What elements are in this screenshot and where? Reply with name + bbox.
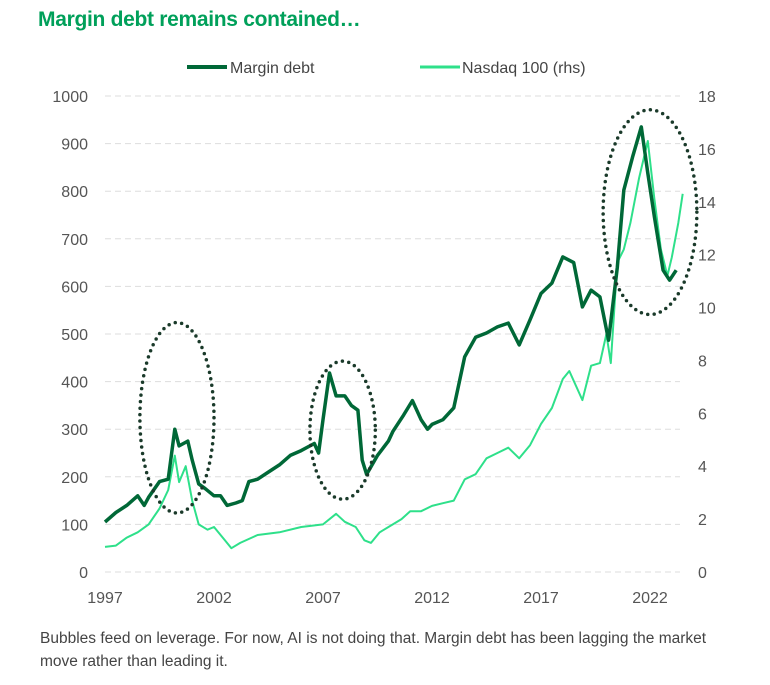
left-tick-label: 200 <box>61 470 88 487</box>
bubble-ellipse <box>601 108 699 317</box>
left-tick-label: 700 <box>61 232 88 249</box>
right-tick-label: 16 <box>698 142 716 159</box>
left-tick-label: 0 <box>79 565 88 582</box>
x-axis-ticks: 1997 2002 2007 2012 2017 2022 <box>87 590 668 607</box>
right-tick-label: 6 <box>698 406 707 423</box>
x-tick-label: 2002 <box>196 590 232 607</box>
right-axis-ticks: 0 2 4 6 8 10 12 14 16 18 <box>698 89 716 582</box>
legend: Margin debt Nasdaq 100 (rhs) <box>187 60 586 77</box>
right-tick-label: 10 <box>698 301 716 318</box>
left-tick-label: 600 <box>61 279 88 296</box>
gridlines <box>105 95 680 573</box>
right-tick-label: 14 <box>698 195 716 212</box>
x-tick-label: 2017 <box>523 590 559 607</box>
left-tick-label: 300 <box>61 422 88 439</box>
legend-label-margin-debt: Margin debt <box>230 60 315 77</box>
right-tick-label: 2 <box>698 512 707 529</box>
x-tick-label: 1997 <box>87 590 123 607</box>
legend-label-nasdaq: Nasdaq 100 (rhs) <box>462 60 586 77</box>
left-tick-label: 1000 <box>52 89 88 106</box>
bubble-ellipse <box>308 359 378 501</box>
left-axis-ticks: 0 100 200 300 400 500 600 700 800 900 1000 <box>52 89 88 582</box>
left-tick-label: 500 <box>61 327 88 344</box>
left-tick-label: 900 <box>61 137 88 154</box>
annotations <box>138 108 699 515</box>
series-lines <box>103 125 684 550</box>
margin-debt-line <box>103 125 678 524</box>
left-tick-label: 800 <box>61 184 88 201</box>
right-tick-label: 12 <box>698 248 716 265</box>
left-tick-label: 400 <box>61 375 88 392</box>
chart: 0 100 200 300 400 500 600 700 800 900 1000 0 2 4 6 8 10… <box>52 60 716 607</box>
right-tick-label: 8 <box>698 353 707 370</box>
right-tick-label: 0 <box>698 565 707 582</box>
left-tick-label: 100 <box>61 517 88 534</box>
caption: Bubbles feed on leverage. For now, AI is… <box>40 630 707 670</box>
x-tick-label: 2007 <box>305 590 341 607</box>
right-tick-label: 18 <box>698 89 716 106</box>
x-tick-label: 2022 <box>632 590 668 607</box>
nasdaq-line <box>104 140 684 550</box>
right-tick-label: 4 <box>698 459 707 476</box>
chart-title: Margin debt remains contained… <box>38 8 361 31</box>
bubble-ellipse <box>138 320 216 515</box>
x-tick-label: 2012 <box>414 590 450 607</box>
